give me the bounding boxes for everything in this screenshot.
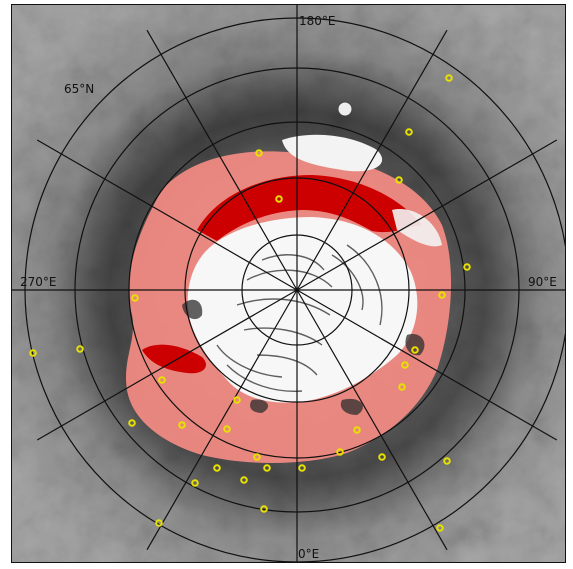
- site-marker: [131, 294, 139, 302]
- crater: [337, 101, 353, 117]
- site-marker: [401, 361, 409, 369]
- meridians: [12, 5, 565, 562]
- site-marker: [263, 464, 271, 472]
- label-0E: 0°E: [298, 547, 319, 561]
- site-marker: [253, 453, 261, 461]
- meridian-line: [296, 139, 558, 291]
- meridian-line: [146, 29, 298, 291]
- label-65N: 65°N: [64, 82, 94, 96]
- ice-cap: [187, 217, 418, 403]
- site-marker: [463, 263, 471, 271]
- ice-outer-white: [282, 134, 383, 172]
- site-marker: [128, 419, 136, 427]
- site-marker: [260, 505, 268, 513]
- meridian-line: [296, 289, 558, 441]
- site-marker: [438, 291, 446, 299]
- polar-map: 180°E 270°E 90°E 0°E 65°N: [11, 4, 566, 563]
- site-marker: [398, 383, 406, 391]
- site-marker: [178, 421, 186, 429]
- site-marker: [436, 524, 444, 532]
- meridian-line: [36, 139, 298, 291]
- site-marker: [405, 128, 413, 136]
- graticule: [12, 5, 565, 562]
- site-marker: [213, 464, 221, 472]
- ice-upper-right: [392, 209, 442, 247]
- site-marker: [353, 426, 361, 434]
- meridian-line: [296, 289, 448, 551]
- label-90E: 90°E: [528, 275, 557, 289]
- site-marker: [395, 176, 403, 184]
- site-marker: [275, 195, 283, 203]
- site-marker: [445, 74, 453, 82]
- site-marker: [76, 345, 84, 353]
- site-marker: [298, 464, 306, 472]
- site-marker: [155, 519, 163, 527]
- site-marker: [411, 346, 419, 354]
- site-marker: [378, 453, 386, 461]
- site-marker: [191, 479, 199, 487]
- site-marker: [158, 376, 166, 384]
- meridian-line: [296, 29, 448, 291]
- site-marker: [336, 448, 344, 456]
- spiral-troughs: [216, 244, 383, 392]
- meridian-line: [36, 289, 298, 441]
- site-marker: [443, 457, 451, 465]
- site-marker: [233, 396, 241, 404]
- site-marker: [223, 425, 231, 433]
- label-180E: 180°E: [299, 14, 336, 28]
- layer-dark-red: [197, 175, 422, 241]
- meridian-line: [146, 289, 298, 551]
- dark-patches: [182, 299, 425, 415]
- site-marker: [29, 349, 37, 357]
- markers: [29, 74, 471, 532]
- site-marker: [255, 149, 263, 157]
- label-270E: 270°E: [20, 275, 57, 289]
- site-marker: [240, 476, 248, 484]
